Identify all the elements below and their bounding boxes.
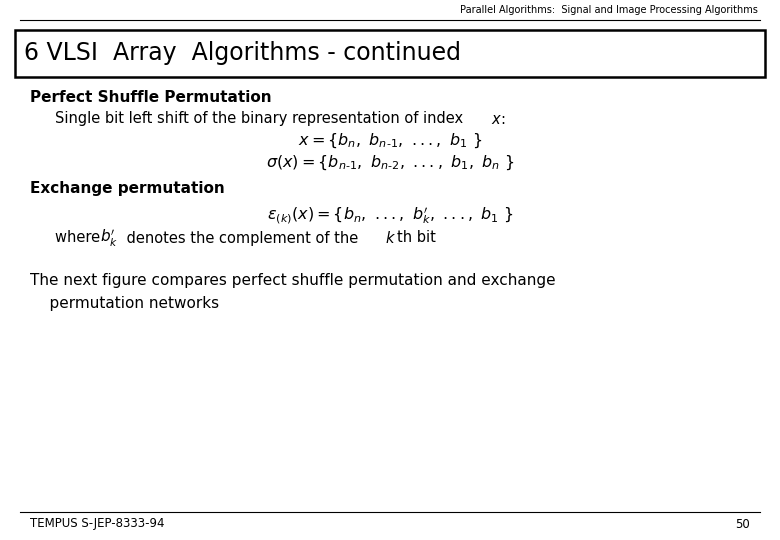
- Text: $\sigma(x) = \{b_{n\text{-}1},\ b_{n\text{-}2},\ ...,\ b_{1},\ b_{n}\ \}$: $\sigma(x) = \{b_{n\text{-}1},\ b_{n\tex…: [266, 154, 514, 172]
- Text: Parallel Algorithms:  Signal and Image Processing Algorithms: Parallel Algorithms: Signal and Image Pr…: [460, 5, 758, 15]
- Text: 50: 50: [736, 517, 750, 530]
- Text: $x = \{ b_{n},\ b_{n\text{-}1},\ ...,\ b_{1}\ \}$: $x = \{ b_{n},\ b_{n\text{-}1},\ ...,\ b…: [298, 132, 482, 150]
- Text: Perfect Shuffle Permutation: Perfect Shuffle Permutation: [30, 90, 271, 105]
- Text: Exchange permutation: Exchange permutation: [30, 180, 225, 195]
- Text: $\varepsilon_{(k)}(x) = \{ b_{n},\ ...,\ b_{k}^{\prime},\ ...,\ b_{1}\ \}$: $\varepsilon_{(k)}(x) = \{ b_{n},\ ...,\…: [267, 204, 513, 226]
- Bar: [15, 30, 765, 77]
- Text: Single bit left shift of the binary representation of index: Single bit left shift of the binary repr…: [55, 111, 468, 126]
- Text: TEMPUS S-JEP-8333-94: TEMPUS S-JEP-8333-94: [30, 517, 165, 530]
- Text: $k$: $k$: [385, 230, 396, 246]
- Text: th bit: th bit: [397, 231, 436, 246]
- Text: $b_{k}^{\prime}$: $b_{k}^{\prime}$: [100, 227, 119, 248]
- Text: where: where: [55, 231, 105, 246]
- Text: The next figure compares perfect shuffle permutation and exchange
    permutatio: The next figure compares perfect shuffle…: [30, 273, 555, 311]
- Text: 6 VLSI  Array  Algorithms - continued: 6 VLSI Array Algorithms - continued: [24, 41, 461, 65]
- Text: $x$:: $x$:: [491, 111, 505, 126]
- Text: denotes the complement of the: denotes the complement of the: [122, 231, 363, 246]
